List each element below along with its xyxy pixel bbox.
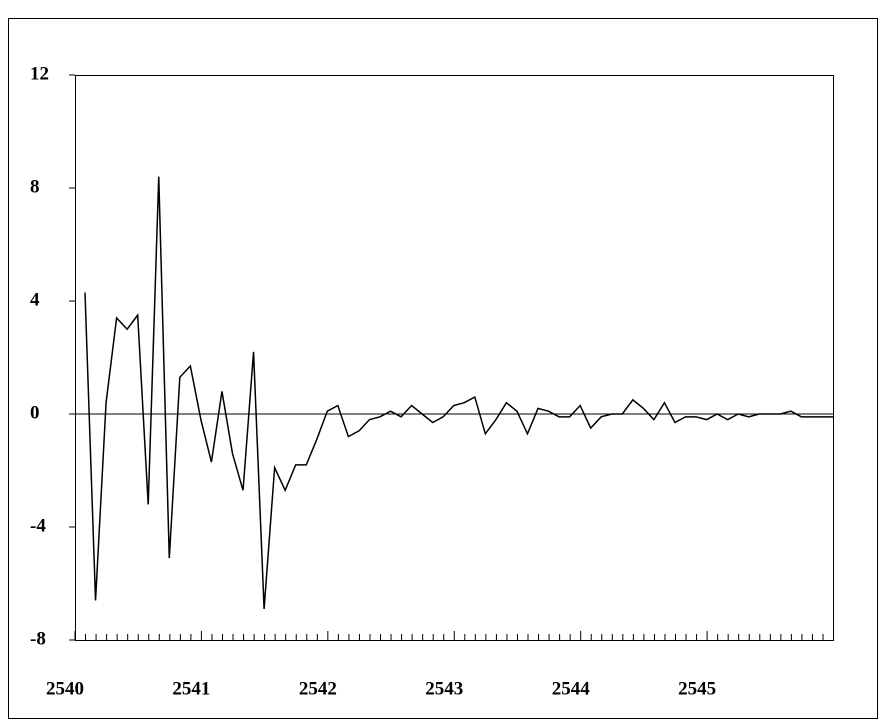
y-tick-label: -8 (30, 628, 46, 649)
x-tick-label: 2542 (299, 678, 337, 699)
x-tick-label: 2545 (678, 678, 716, 699)
x-tick-label: 2544 (552, 678, 591, 699)
line (85, 177, 833, 609)
x-tick-label: 2540 (46, 678, 84, 699)
x-tick-label: 2543 (425, 678, 463, 699)
chart: -8 -4 0 4 8 12 2540 2541 2542 2543 2544 2545 (0, 0, 886, 720)
y-tick-label: -4 (30, 515, 46, 536)
x-tick-label: 2541 (172, 678, 210, 699)
y-tick-label: 12 (30, 63, 49, 84)
plot-area (76, 76, 834, 641)
y-tick-label: 8 (30, 176, 40, 197)
frame (9, 19, 878, 719)
y-tick-label: 0 (30, 402, 40, 423)
y-tick-label: 4 (30, 289, 40, 310)
